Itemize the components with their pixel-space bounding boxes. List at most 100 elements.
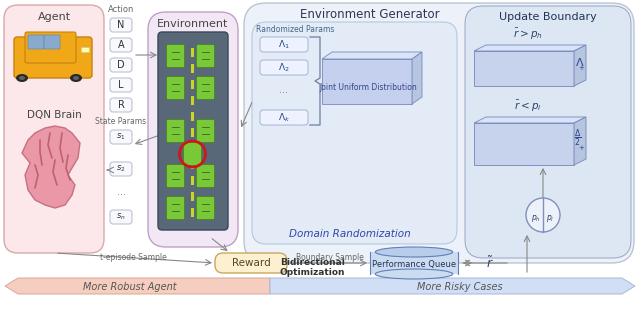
Text: Environment Generator: Environment Generator [300, 8, 440, 21]
Polygon shape [474, 123, 574, 165]
Ellipse shape [16, 74, 28, 82]
Text: Randomized Params: Randomized Params [256, 26, 334, 35]
Polygon shape [322, 59, 412, 104]
FancyBboxPatch shape [158, 32, 228, 230]
Polygon shape [22, 126, 80, 208]
Text: $\Lambda_1$: $\Lambda_1$ [278, 38, 290, 51]
Text: Update Boundary: Update Boundary [499, 12, 597, 22]
Text: Environment: Environment [157, 19, 228, 29]
FancyBboxPatch shape [252, 22, 457, 244]
Text: $\Lambda_2$: $\Lambda_2$ [278, 61, 290, 74]
Text: More Robust Agent: More Robust Agent [83, 282, 177, 292]
Polygon shape [474, 51, 574, 86]
FancyBboxPatch shape [110, 210, 132, 224]
Text: L: L [118, 80, 124, 90]
Text: $\Lambda_k$: $\Lambda_k$ [278, 111, 290, 124]
Bar [191, 96, 194, 105]
Polygon shape [474, 45, 586, 51]
Text: ...: ... [280, 85, 289, 95]
Ellipse shape [73, 76, 79, 80]
Bar [191, 48, 194, 57]
Text: $+$: $+$ [579, 143, 586, 152]
Text: Bidirectional
Optimization: Bidirectional Optimization [280, 258, 346, 277]
Bar [191, 112, 194, 121]
Text: State Params: State Params [95, 118, 147, 127]
Text: Action: Action [108, 6, 134, 15]
Bar [191, 144, 194, 153]
Bar [191, 128, 194, 137]
Text: R: R [118, 100, 124, 110]
Bar [191, 176, 194, 185]
Bar [191, 160, 194, 169]
FancyBboxPatch shape [110, 98, 132, 112]
FancyBboxPatch shape [196, 77, 214, 100]
Text: A: A [118, 40, 124, 50]
Text: Joint Uniform Distribution: Joint Uniform Distribution [319, 83, 417, 92]
Text: $\bar{r} < p_l$: $\bar{r} < p_l$ [514, 99, 542, 114]
Text: N: N [117, 20, 125, 30]
FancyBboxPatch shape [166, 44, 184, 67]
FancyBboxPatch shape [110, 78, 132, 92]
Text: $+$: $+$ [579, 63, 586, 72]
FancyBboxPatch shape [110, 162, 132, 176]
Ellipse shape [375, 247, 452, 257]
Text: $p_h$: $p_h$ [531, 212, 541, 224]
Polygon shape [474, 117, 586, 123]
Text: $s_1$: $s_1$ [116, 132, 125, 142]
FancyBboxPatch shape [184, 142, 202, 165]
FancyBboxPatch shape [4, 5, 104, 253]
FancyBboxPatch shape [166, 165, 184, 188]
FancyBboxPatch shape [196, 119, 214, 142]
Text: $\Lambda$: $\Lambda$ [575, 56, 585, 68]
Text: $s_n$: $s_n$ [116, 212, 126, 222]
FancyBboxPatch shape [148, 12, 238, 247]
FancyBboxPatch shape [196, 165, 214, 188]
Circle shape [526, 198, 560, 232]
FancyBboxPatch shape [110, 58, 132, 72]
Bar [191, 192, 194, 201]
Text: $\frac{\Delta}{2}$: $\frac{\Delta}{2}$ [574, 127, 582, 149]
Polygon shape [322, 52, 422, 59]
Polygon shape [5, 278, 270, 294]
FancyBboxPatch shape [81, 48, 90, 53]
Text: More Risky Cases: More Risky Cases [417, 282, 503, 292]
Text: Reward: Reward [232, 258, 270, 268]
Text: Agent: Agent [37, 12, 70, 22]
FancyBboxPatch shape [260, 60, 308, 75]
Bar [191, 64, 194, 73]
Text: t-episode Sample: t-episode Sample [100, 253, 166, 262]
Text: $p_l$: $p_l$ [546, 212, 554, 224]
FancyBboxPatch shape [244, 3, 634, 263]
Text: $\bar{r} > p_h$: $\bar{r} > p_h$ [513, 26, 543, 42]
FancyBboxPatch shape [25, 32, 76, 63]
FancyBboxPatch shape [196, 44, 214, 67]
Text: ...: ... [116, 187, 125, 197]
FancyBboxPatch shape [166, 197, 184, 220]
Ellipse shape [19, 76, 25, 80]
Text: Boundary Sample: Boundary Sample [296, 253, 364, 262]
FancyBboxPatch shape [196, 197, 214, 220]
Text: Performance Queue: Performance Queue [372, 261, 456, 270]
FancyBboxPatch shape [260, 37, 308, 52]
Text: $s_2$: $s_2$ [116, 164, 125, 174]
FancyBboxPatch shape [110, 38, 132, 52]
Polygon shape [270, 278, 635, 294]
Polygon shape [574, 117, 586, 165]
FancyBboxPatch shape [110, 18, 132, 32]
FancyBboxPatch shape [260, 110, 308, 125]
FancyBboxPatch shape [28, 35, 44, 49]
Polygon shape [412, 52, 422, 104]
Text: DQN Brain: DQN Brain [27, 110, 81, 120]
Ellipse shape [375, 269, 452, 279]
Text: Domain Randomization: Domain Randomization [289, 229, 411, 239]
FancyBboxPatch shape [166, 77, 184, 100]
FancyBboxPatch shape [465, 6, 631, 258]
FancyBboxPatch shape [166, 119, 184, 142]
FancyBboxPatch shape [215, 253, 287, 273]
Ellipse shape [70, 74, 82, 82]
Bar [191, 208, 194, 217]
Text: $\tilde{r}$: $\tilde{r}$ [486, 255, 494, 271]
FancyBboxPatch shape [14, 37, 92, 78]
Bar [191, 80, 194, 89]
Text: D: D [117, 60, 125, 70]
